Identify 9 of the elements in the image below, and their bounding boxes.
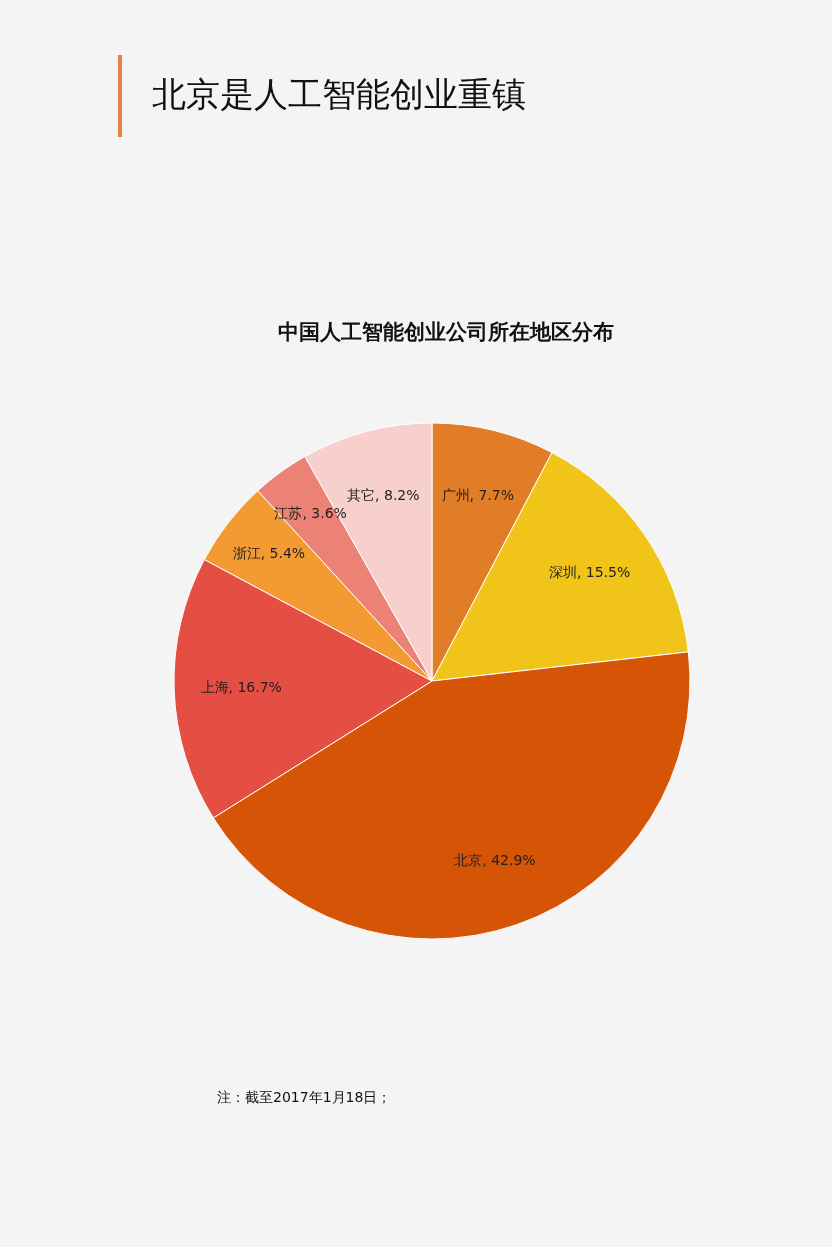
chart-subtitle: 中国人工智能创业公司所在地区分布 [278,320,614,344]
slice-label: 其它, 8.2% [347,487,420,504]
slice-label: 上海, 16.7% [200,678,282,695]
chart-title: 北京是人工智能创业重镇 [152,73,526,114]
slice-label: 广州, 7.7% [441,486,514,503]
slice-label: 北京, 42.9% [454,852,536,869]
slice-label: 深圳, 15.5% [548,564,631,581]
slice-label: 浙江, 5.4% [232,545,306,562]
text: 注：截至2017年1月18日； [217,1089,392,1105]
